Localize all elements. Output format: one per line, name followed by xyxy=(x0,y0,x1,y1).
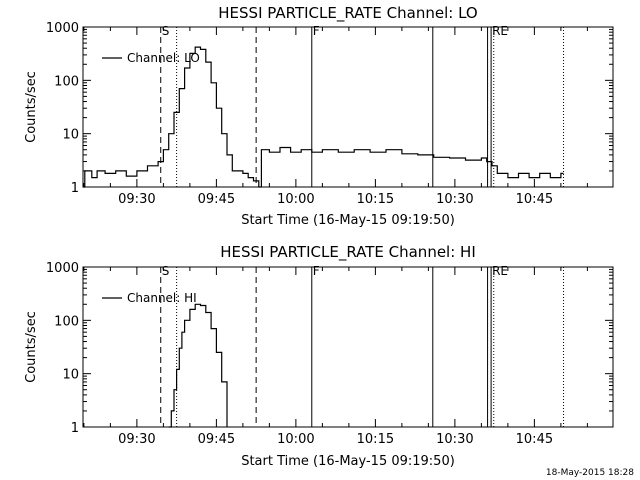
legend-label: Channel: LO xyxy=(127,51,200,65)
chart-title: HESSI PARTICLE_RATE Channel: HI xyxy=(220,243,476,262)
chart-title: HESSI PARTICLE_RATE Channel: LO xyxy=(218,4,477,23)
x-tick-label: 10:15 xyxy=(357,192,394,207)
y-tick-label: 1000 xyxy=(46,261,79,276)
time-marker-label: RE xyxy=(492,24,508,38)
y-axis-label: Counts/sec xyxy=(24,311,39,383)
legend-label: Channel: HI xyxy=(127,291,197,305)
y-tick-label: 10 xyxy=(62,368,79,383)
y-tick-label: 100 xyxy=(54,74,79,89)
plot-frame xyxy=(82,266,614,428)
x-tick-label: 09:30 xyxy=(118,192,155,207)
time-marker-label: F xyxy=(313,264,320,278)
y-tick-label: 1 xyxy=(71,181,79,196)
y-tick-label: 1000 xyxy=(46,21,79,36)
x-tick-label: 09:45 xyxy=(198,432,235,447)
panel-lo: HESSI PARTICLE_RATE Channel: LO 1 10 100 100… xyxy=(24,4,614,228)
time-marker-label: F xyxy=(313,24,320,38)
time-marker-label: RE xyxy=(492,264,508,278)
x-axis-label: Start Time (16-May-15 09:19:50) xyxy=(241,213,455,228)
panel-hi: HESSI PARTICLE_RATE Channel: HI 1 10 100 100… xyxy=(24,243,614,469)
y-tick-label: 1 xyxy=(71,421,79,436)
time-marker-label: S xyxy=(162,264,170,278)
y-tick-label: 10 xyxy=(62,128,79,143)
plot-frame xyxy=(82,26,614,188)
x-tick-label: 10:15 xyxy=(357,432,394,447)
x-tick-label: 10:00 xyxy=(277,192,314,207)
x-tick-label: 09:30 xyxy=(118,432,155,447)
x-tick-label: 10:45 xyxy=(516,192,553,207)
series-line xyxy=(168,303,228,428)
series-line xyxy=(83,46,564,188)
x-tick-label: 09:45 xyxy=(198,192,235,207)
footer-timestamp: 18-May-2015 18:28 xyxy=(546,468,634,478)
x-tick-label: 10:45 xyxy=(516,432,553,447)
x-tick-label: 10:30 xyxy=(436,432,473,447)
x-axis-label: Start Time (16-May-15 09:19:50) xyxy=(241,454,455,469)
y-axis-label: Counts/sec xyxy=(24,71,39,143)
x-tick-label: 10:00 xyxy=(277,432,314,447)
y-tick-label: 100 xyxy=(54,314,79,329)
time-marker-label: S xyxy=(162,24,170,38)
x-tick-label: 10:30 xyxy=(436,192,473,207)
